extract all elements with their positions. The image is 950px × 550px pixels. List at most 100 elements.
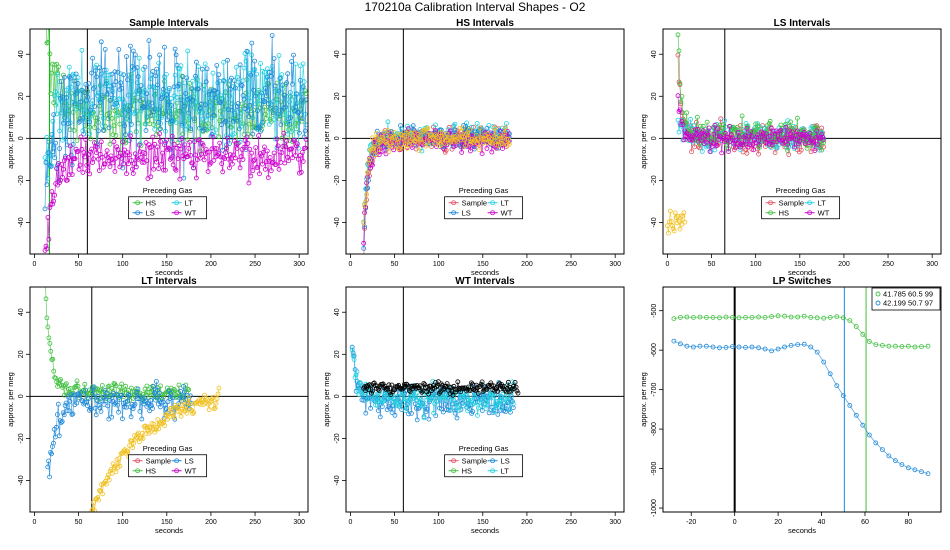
data-point bbox=[300, 61, 306, 67]
data-point bbox=[186, 387, 192, 393]
data-point bbox=[447, 135, 453, 141]
data-point bbox=[293, 153, 298, 158]
data-point bbox=[113, 132, 119, 138]
data-point bbox=[755, 123, 760, 129]
plot-area bbox=[346, 287, 624, 512]
data-point bbox=[109, 115, 115, 121]
legend-swatch-point bbox=[875, 300, 881, 306]
data-point bbox=[743, 344, 748, 350]
data-point bbox=[769, 314, 774, 320]
data-point bbox=[683, 121, 689, 127]
data-point bbox=[48, 164, 54, 169]
data-point bbox=[479, 151, 485, 157]
data-point bbox=[360, 393, 366, 399]
data-point bbox=[109, 71, 115, 77]
figure-title: 170210a Calibration Interval Shapes - O2 bbox=[365, 0, 586, 14]
data-point bbox=[157, 107, 163, 112]
data-point bbox=[860, 331, 866, 337]
data-point bbox=[495, 411, 501, 417]
plot-area bbox=[346, 29, 624, 254]
data-point bbox=[834, 314, 840, 320]
data-point bbox=[665, 223, 670, 229]
data-point bbox=[271, 150, 277, 156]
data-point bbox=[420, 142, 426, 148]
y-tick-label: -900 bbox=[651, 461, 658, 475]
y-axis-label: approx. per meg bbox=[322, 114, 331, 169]
data-point bbox=[92, 405, 98, 411]
data-point bbox=[449, 135, 455, 141]
data-point bbox=[790, 129, 795, 135]
data-point bbox=[712, 122, 718, 128]
data-point bbox=[265, 101, 271, 107]
data-point bbox=[295, 110, 301, 116]
data-point bbox=[925, 471, 931, 477]
legend-swatch-point bbox=[807, 210, 813, 216]
data-point bbox=[96, 402, 102, 408]
data-point bbox=[204, 66, 210, 72]
data-point bbox=[371, 380, 377, 386]
data-point bbox=[210, 394, 216, 400]
data-point bbox=[56, 161, 61, 166]
data-point bbox=[697, 314, 703, 320]
data-point bbox=[251, 87, 257, 93]
data-point bbox=[155, 82, 161, 88]
data-point bbox=[94, 62, 99, 68]
data-point bbox=[736, 315, 742, 321]
data-point bbox=[47, 340, 53, 346]
data-point bbox=[246, 114, 252, 119]
data-point bbox=[176, 382, 182, 388]
data-point bbox=[408, 130, 414, 136]
data-point bbox=[136, 142, 142, 148]
data-point bbox=[689, 136, 694, 142]
data-point bbox=[78, 99, 84, 105]
data-point bbox=[142, 395, 148, 401]
data-point bbox=[131, 111, 137, 117]
data-point bbox=[445, 407, 451, 413]
data-point bbox=[154, 66, 160, 72]
data-point bbox=[467, 127, 472, 133]
panel-title: LT Intervals bbox=[141, 276, 197, 287]
x-tick-label: 200 bbox=[205, 261, 217, 268]
data-point bbox=[771, 128, 777, 134]
data-point bbox=[479, 408, 485, 413]
data-point bbox=[166, 146, 172, 152]
data-point bbox=[127, 133, 133, 139]
data-point bbox=[363, 388, 369, 393]
data-point bbox=[230, 118, 236, 124]
data-point bbox=[255, 108, 261, 114]
legend-label: LS bbox=[501, 456, 510, 465]
data-point bbox=[678, 122, 684, 127]
data-point bbox=[782, 313, 787, 319]
data-point bbox=[200, 128, 206, 134]
data-point bbox=[495, 137, 501, 143]
data-point bbox=[154, 131, 160, 137]
data-point bbox=[125, 77, 130, 83]
data-point bbox=[418, 137, 424, 143]
data-point bbox=[74, 378, 80, 384]
data-point bbox=[283, 104, 289, 110]
data-point bbox=[168, 390, 174, 396]
x-tick-label: 150 bbox=[477, 519, 489, 526]
data-point bbox=[912, 467, 918, 473]
data-point bbox=[440, 145, 446, 151]
legend-swatch-point bbox=[174, 468, 180, 474]
data-point bbox=[110, 160, 116, 166]
data-point bbox=[420, 403, 426, 409]
data-point bbox=[66, 103, 72, 109]
data-point bbox=[87, 171, 93, 177]
data-point bbox=[61, 72, 66, 78]
data-point bbox=[847, 402, 853, 408]
data-point bbox=[372, 383, 378, 389]
data-point bbox=[278, 122, 284, 127]
data-point bbox=[376, 388, 382, 393]
data-point bbox=[478, 381, 484, 387]
data-point bbox=[195, 86, 201, 92]
data-point bbox=[421, 381, 427, 386]
data-point bbox=[704, 343, 709, 349]
data-point bbox=[208, 398, 214, 404]
data-point bbox=[85, 94, 91, 100]
data-point bbox=[201, 87, 207, 93]
data-point bbox=[227, 86, 233, 92]
data-point bbox=[249, 40, 255, 46]
x-tick-label: 20 bbox=[774, 519, 782, 526]
